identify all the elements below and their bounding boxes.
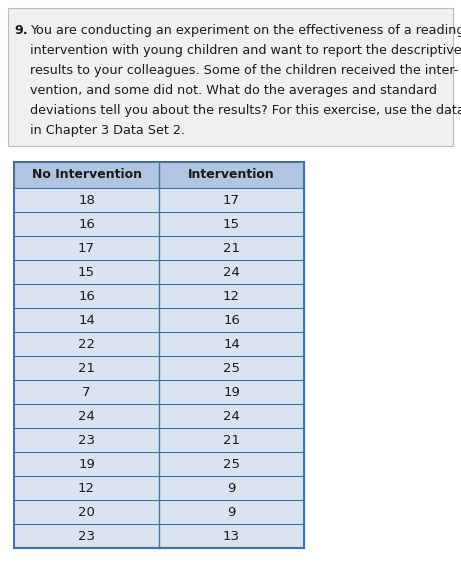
Bar — [14, 332, 304, 356]
Text: 20: 20 — [78, 506, 95, 519]
Text: You are conducting an experiment on the effectiveness of a reading: You are conducting an experiment on the … — [30, 24, 461, 37]
Bar — [14, 308, 304, 332]
Text: No Intervention: No Intervention — [31, 169, 142, 182]
Text: 23: 23 — [78, 433, 95, 446]
Bar — [14, 162, 304, 188]
Text: 21: 21 — [78, 361, 95, 374]
Text: 24: 24 — [223, 265, 240, 278]
Text: 12: 12 — [78, 482, 95, 495]
Text: Intervention: Intervention — [188, 169, 275, 182]
Text: 16: 16 — [223, 314, 240, 327]
Text: 14: 14 — [223, 337, 240, 350]
Bar — [14, 524, 304, 548]
Bar — [14, 500, 304, 524]
Text: 19: 19 — [78, 457, 95, 470]
Text: 15: 15 — [78, 265, 95, 278]
Text: 21: 21 — [223, 433, 240, 446]
Text: 23: 23 — [78, 529, 95, 542]
Bar — [14, 236, 304, 260]
Text: 25: 25 — [223, 361, 240, 374]
Text: 16: 16 — [78, 290, 95, 303]
Text: 21: 21 — [223, 241, 240, 254]
Text: in Chapter 3 Data Set 2.: in Chapter 3 Data Set 2. — [30, 124, 185, 137]
Bar — [14, 356, 304, 380]
Text: 9: 9 — [227, 506, 236, 519]
Bar — [8, 8, 453, 146]
Bar — [14, 380, 304, 404]
Bar — [14, 212, 304, 236]
Text: results to your colleagues. Some of the children received the inter-: results to your colleagues. Some of the … — [30, 64, 458, 77]
Text: 24: 24 — [78, 410, 95, 423]
Text: 12: 12 — [223, 290, 240, 303]
Bar — [14, 428, 304, 452]
Bar — [14, 188, 304, 212]
Text: 9.: 9. — [14, 24, 28, 37]
Text: 9: 9 — [227, 482, 236, 495]
Text: 25: 25 — [223, 457, 240, 470]
Text: 18: 18 — [78, 194, 95, 207]
Bar — [14, 452, 304, 476]
Text: vention, and some did not. What do the averages and standard: vention, and some did not. What do the a… — [30, 84, 437, 97]
Text: deviations tell you about the results? For this exercise, use the data: deviations tell you about the results? F… — [30, 104, 461, 117]
Text: 16: 16 — [78, 218, 95, 231]
Text: 13: 13 — [223, 529, 240, 542]
Text: 15: 15 — [223, 218, 240, 231]
Text: intervention with young children and want to report the descriptive: intervention with young children and wan… — [30, 44, 461, 57]
Text: 14: 14 — [78, 314, 95, 327]
Text: 17: 17 — [223, 194, 240, 207]
Bar — [14, 476, 304, 500]
Text: 19: 19 — [223, 386, 240, 399]
Bar — [14, 284, 304, 308]
Bar — [14, 260, 304, 284]
Bar — [14, 404, 304, 428]
Text: 24: 24 — [223, 410, 240, 423]
Text: 22: 22 — [78, 337, 95, 350]
Text: 17: 17 — [78, 241, 95, 254]
Text: 7: 7 — [82, 386, 91, 399]
